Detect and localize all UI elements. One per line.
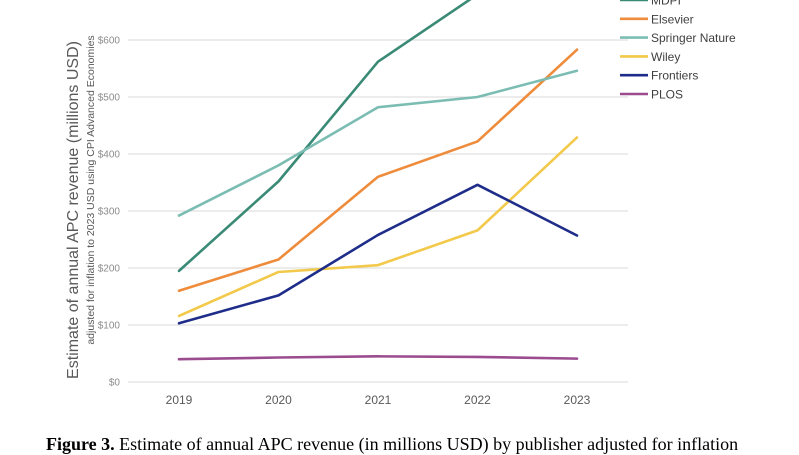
x-tick-label: 2020 <box>265 393 292 407</box>
y-tick-label: $400 <box>98 150 121 161</box>
x-tick-label: 2023 <box>564 393 591 407</box>
legend: MDPI Elsevier Springer Nature Wiley Frontier… <box>620 0 736 102</box>
series-line-plos <box>179 356 577 359</box>
series-line-frontiers <box>179 185 577 324</box>
caption-label: Figure 3. <box>46 434 115 454</box>
figure-caption: Figure 3. Estimate of annual APC revenue… <box>46 434 799 455</box>
y-tick-label: $0 <box>109 378 121 389</box>
y-tick-label: $100 <box>98 321 121 332</box>
legend-label: Frontiers <box>651 69 698 83</box>
x-tick-label: 2021 <box>365 393 392 407</box>
y-axis-label: Estimate of annual APC revenue (millions… <box>65 41 82 379</box>
series-line-mdpi <box>179 0 577 271</box>
y-tick-label: $200 <box>98 264 121 275</box>
x-axis-ticks: 2019 2020 2021 2022 2023 <box>166 393 591 407</box>
legend-label: MDPI <box>651 0 681 8</box>
legend-label: Wiley <box>651 50 680 64</box>
y-axis-ticks: $0 $100 $200 $300 $400 $500 $600 <box>98 36 121 389</box>
x-tick-label: 2019 <box>166 393 193 407</box>
series-line-wiley <box>179 137 577 315</box>
y-axis-sublabel: adjusted for inflation to 2023 USD using… <box>85 35 97 344</box>
legend-label: Elsevier <box>651 12 694 26</box>
caption-text: Estimate of annual APC revenue (in milli… <box>115 434 738 454</box>
y-tick-label: $300 <box>98 207 121 218</box>
legend-label: Springer Nature <box>651 31 736 45</box>
y-tick-label: $600 <box>98 36 121 47</box>
legend-label: PLOS <box>651 88 683 102</box>
series-lines <box>179 0 577 359</box>
y-tick-label: $500 <box>98 93 121 104</box>
x-tick-label: 2022 <box>464 393 491 407</box>
grid-lines <box>128 40 628 382</box>
